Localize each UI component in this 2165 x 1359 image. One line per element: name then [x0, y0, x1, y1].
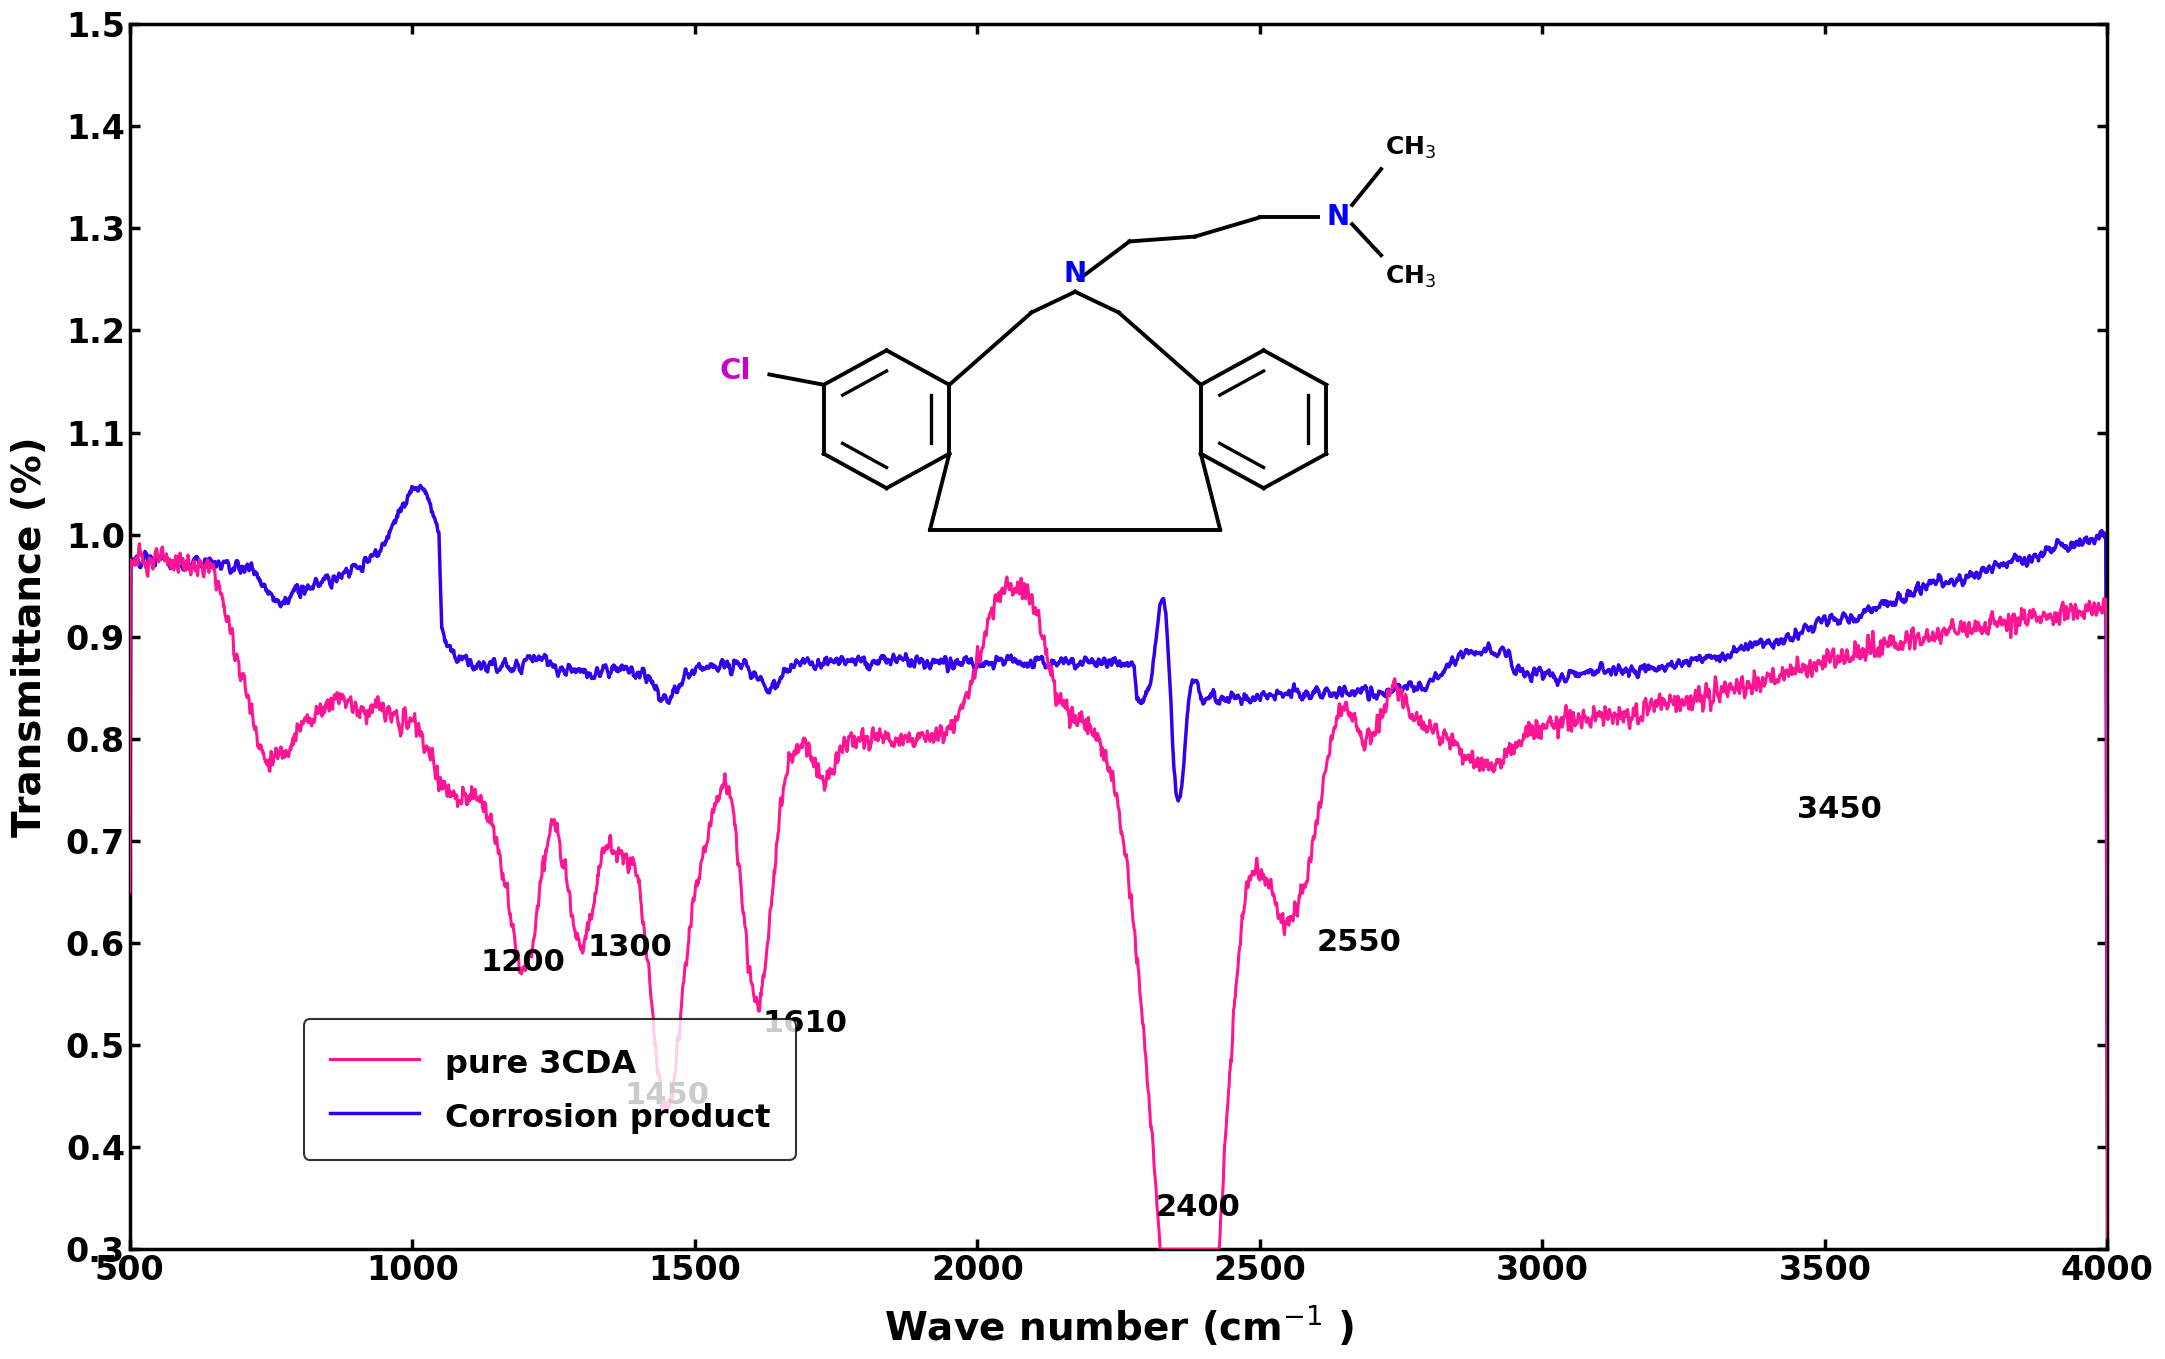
Text: 1300: 1300	[587, 932, 673, 962]
Corrosion product	[2094, 1140, 2120, 1157]
pure 3CDA	[1290, 877, 1316, 893]
Text: 2400: 2400	[1156, 1193, 1241, 1222]
Corrosion product	[407, 477, 433, 493]
pure 3CDA	[1147, 1241, 1173, 1257]
pure 3CDA	[126, 535, 152, 552]
Corrosion product	[1942, 576, 1968, 593]
pure 3CDA	[1375, 686, 1401, 703]
X-axis label: Wave number (cm$^{-1}$ ): Wave number (cm$^{-1}$ )	[883, 1303, 1353, 1348]
pure 3CDA	[1050, 692, 1076, 708]
pure 3CDA	[1942, 624, 1968, 640]
Line: Corrosion product: Corrosion product	[130, 485, 2107, 1148]
pure 3CDA	[530, 852, 556, 868]
Text: 3450: 3450	[1797, 795, 1881, 824]
Corrosion product	[530, 650, 556, 666]
Y-axis label: Transmittance (%): Transmittance (%)	[11, 436, 50, 837]
Corrosion product	[1050, 655, 1076, 671]
Corrosion product	[1290, 686, 1316, 703]
Legend: pure 3CDA, Corrosion product: pure 3CDA, Corrosion product	[303, 1019, 795, 1159]
Text: 1610: 1610	[762, 1010, 849, 1038]
Corrosion product	[1375, 682, 1401, 699]
Line: pure 3CDA: pure 3CDA	[130, 544, 2107, 1249]
Text: 2550: 2550	[1316, 928, 1401, 957]
Corrosion product	[117, 947, 143, 964]
Text: 1200: 1200	[481, 949, 565, 977]
Text: 1450: 1450	[624, 1080, 710, 1110]
pure 3CDA	[831, 733, 857, 749]
Corrosion product	[831, 656, 857, 673]
pure 3CDA	[117, 885, 143, 901]
pure 3CDA	[2094, 1229, 2120, 1245]
